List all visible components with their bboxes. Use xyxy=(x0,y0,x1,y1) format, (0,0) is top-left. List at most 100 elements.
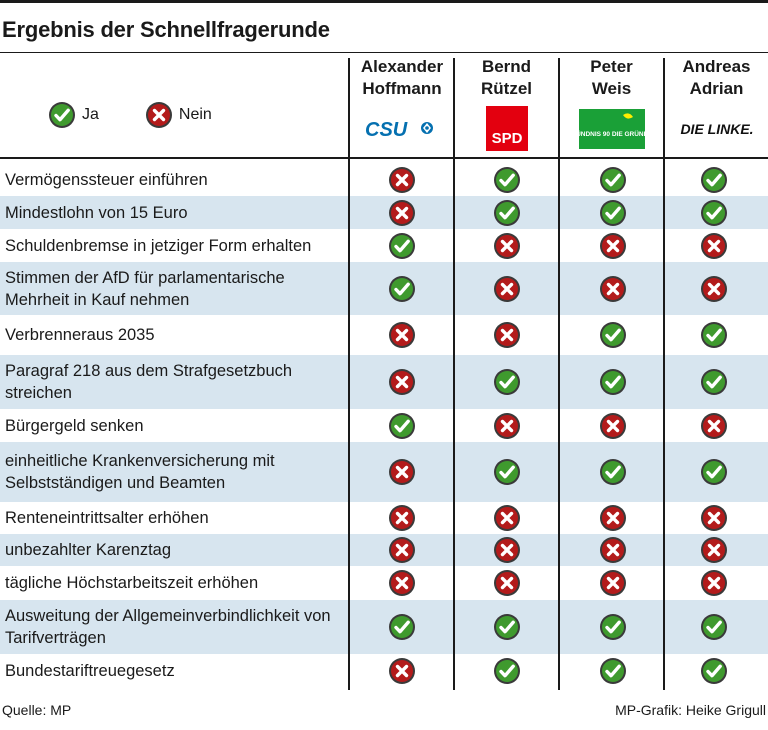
cross-icon xyxy=(599,412,627,440)
question-label: Bürgergeld senken xyxy=(5,416,144,435)
answer-cell xyxy=(487,409,527,442)
check-icon xyxy=(493,368,521,396)
table-row: einheitliche Krankenversicherung mit Sel… xyxy=(0,442,768,502)
cross-icon xyxy=(599,504,627,532)
question-label: Renteneintrittsalter erhöhen xyxy=(5,509,209,527)
check-icon xyxy=(388,613,416,641)
check-icon xyxy=(700,368,728,396)
question-label: Verbrenneraus 2035 xyxy=(5,326,155,344)
answer-cell xyxy=(487,654,527,688)
table-row: Vermögenssteuer einführen xyxy=(0,163,768,196)
table-row: tägliche Höchstarbeitszeit erhöhen xyxy=(0,566,768,600)
column-separator xyxy=(663,58,665,690)
linke-logo: DIE LINKE. xyxy=(680,121,753,137)
source-note: Quelle: MP xyxy=(2,702,72,718)
candidate-last-name: Rützel xyxy=(481,79,532,98)
cross-icon xyxy=(388,569,416,597)
check-icon xyxy=(599,166,627,194)
cross-icon xyxy=(493,569,521,597)
answer-cell xyxy=(487,229,527,262)
column-separator xyxy=(348,58,350,690)
graphic-credit: MP-Grafik: Heike Grigull xyxy=(615,702,766,718)
cross-icon xyxy=(388,657,416,685)
cross-icon xyxy=(388,321,416,349)
question-label: Vermögenssteuer einführen xyxy=(5,170,208,189)
answer-cell xyxy=(593,229,633,262)
legend: Ja Nein xyxy=(48,101,258,129)
candidate-header-weis: Peter Weis BÜNDNIS 90 DIE GRÜNEN xyxy=(560,56,663,156)
table-row: Bundestariftreuegesetz xyxy=(0,654,768,688)
answer-cell xyxy=(487,566,527,600)
check-icon xyxy=(700,657,728,685)
csu-logo: CSU xyxy=(365,119,433,141)
cross-icon xyxy=(493,536,521,564)
candidate-first-name: Peter xyxy=(590,57,633,76)
answer-cell xyxy=(382,315,422,355)
answer-cell xyxy=(593,262,633,315)
cross-icon xyxy=(599,232,627,260)
cross-icon xyxy=(493,504,521,532)
answer-cell xyxy=(593,600,633,654)
candidate-first-name: Bernd xyxy=(481,57,532,76)
check-icon xyxy=(388,275,416,303)
legend-yes-label: Ja xyxy=(82,106,99,123)
answer-cell xyxy=(382,600,422,654)
check-icon xyxy=(599,368,627,396)
legend-yes: Ja xyxy=(48,101,99,129)
answer-cell xyxy=(382,229,422,262)
top-rule xyxy=(0,0,768,3)
answer-cell xyxy=(593,196,633,229)
answer-cell xyxy=(694,566,734,600)
check-icon xyxy=(493,199,521,227)
answer-cell xyxy=(694,262,734,315)
header-rule xyxy=(0,157,768,159)
answer-cell xyxy=(593,654,633,688)
answer-cell xyxy=(694,196,734,229)
cross-icon xyxy=(700,232,728,260)
answer-cell xyxy=(593,442,633,502)
spd-logo: SPD xyxy=(485,106,528,151)
greens-logo: BÜNDNIS 90 DIE GRÜNEN xyxy=(578,109,645,149)
question-label: unbezahlter Karenztag xyxy=(5,541,172,559)
answer-cell xyxy=(694,355,734,409)
spd-logo-text: SPD xyxy=(491,130,522,147)
check-icon xyxy=(493,458,521,486)
answer-cell xyxy=(382,654,422,688)
answer-cell xyxy=(382,502,422,534)
cross-icon xyxy=(599,569,627,597)
cross-icon xyxy=(700,536,728,564)
answer-cell xyxy=(593,502,633,534)
check-icon xyxy=(599,321,627,349)
check-icon xyxy=(700,458,728,486)
csu-logo-text: CSU xyxy=(365,119,408,141)
answer-cell xyxy=(487,262,527,315)
page-title: Ergebnis der Schnellfragerunde xyxy=(2,17,330,42)
check-icon xyxy=(700,199,728,227)
answer-cell xyxy=(593,315,633,355)
question-label: Ausweitung der Allgemeinverbindlichkeit … xyxy=(5,607,331,647)
check-icon xyxy=(388,412,416,440)
check-icon xyxy=(700,321,728,349)
answer-cell xyxy=(487,534,527,566)
answer-cell xyxy=(487,600,527,654)
candidate-header-adrian: Andreas Adrian DIE LINKE. xyxy=(665,56,768,156)
cross-icon xyxy=(493,321,521,349)
linke-logo-text: DIE LINKE. xyxy=(680,121,753,137)
answer-cell xyxy=(694,534,734,566)
answer-cell xyxy=(593,355,633,409)
cross-icon xyxy=(493,275,521,303)
candidate-header-hoffmann: Alexander Hoffmann CSU xyxy=(350,56,454,156)
greens-logo-text: BÜNDNIS 90 DIE GRÜNEN xyxy=(579,129,645,138)
check-icon xyxy=(599,458,627,486)
column-separator xyxy=(453,58,455,690)
answer-cell xyxy=(487,196,527,229)
answer-cell xyxy=(382,355,422,409)
answer-cell xyxy=(382,409,422,442)
question-label: Bundestariftreuegesetz xyxy=(5,662,175,680)
question-label: Schuldenbremse in jetziger Form erhalten xyxy=(5,236,312,255)
answer-cell xyxy=(487,442,527,502)
cross-icon xyxy=(700,412,728,440)
answer-cell xyxy=(694,229,734,262)
answer-cell xyxy=(694,502,734,534)
answer-cell xyxy=(487,315,527,355)
